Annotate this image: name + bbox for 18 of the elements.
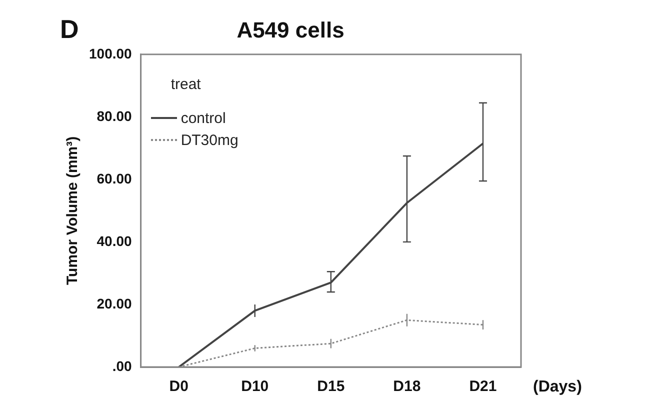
legend-title: treat <box>170 76 202 94</box>
x-tick-label: D18 <box>393 378 421 396</box>
y-tick-label: 40.00 <box>96 232 132 249</box>
x-tick-label: D10 <box>241 378 269 396</box>
text: D <box>60 14 79 44</box>
y-tick-label: 20.00 <box>96 295 132 312</box>
x-tick-label: D0 <box>169 378 188 396</box>
y-tick-label: 60.00 <box>96 170 132 186</box>
chart-title: A549 cells <box>236 17 344 42</box>
x-tick-label: D15 <box>317 378 345 396</box>
y-tick-label: .00 <box>112 358 132 374</box>
x-tick-label: D21 <box>469 378 497 396</box>
x-axis-title: (Days) <box>533 378 582 396</box>
y-axis-title: Tumor Volume (mm³) <box>64 136 82 286</box>
y-tick-label: 100.00 <box>88 45 132 62</box>
legend-label: control <box>180 110 226 127</box>
y-tick-label: 80.00 <box>96 108 132 124</box>
legend-label: DT30mg <box>180 132 238 149</box>
